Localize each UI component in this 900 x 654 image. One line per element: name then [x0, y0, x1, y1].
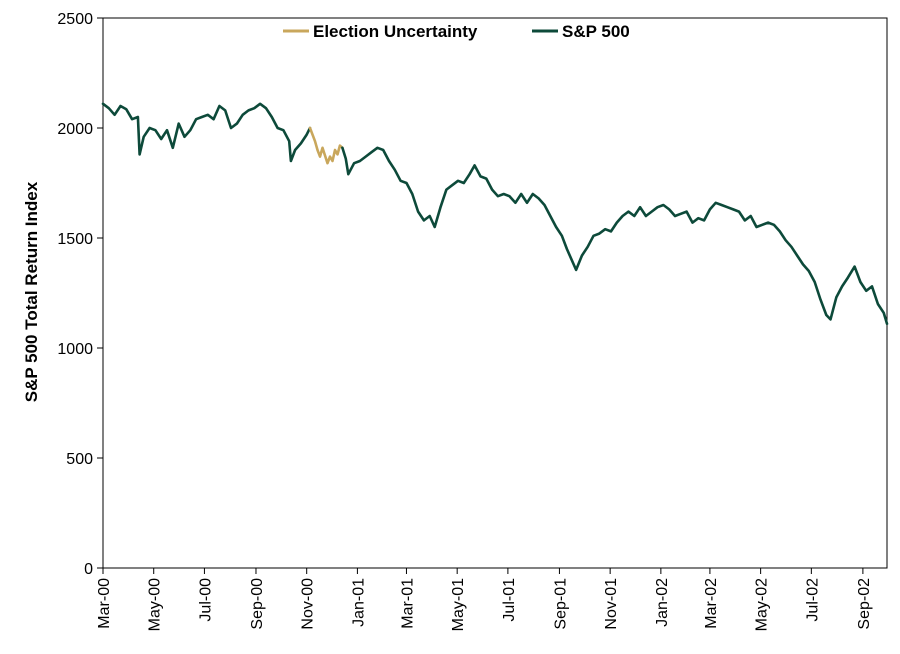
x-tick-label: Sep-00	[249, 578, 266, 630]
x-tick-label: Sep-01	[552, 578, 569, 630]
x-tick-label: Mar-02	[703, 578, 720, 629]
x-tick-label: Nov-00	[300, 578, 317, 630]
series-line-s-p-500-2	[341, 146, 889, 326]
legend-label: Election Uncertainty	[313, 22, 478, 41]
series-lines	[101, 102, 889, 326]
y-tick-label: 0	[84, 561, 93, 578]
axes	[102, 17, 888, 569]
y-ticks: 0 500 1000 1500 2000 2500	[57, 11, 103, 578]
x-ticks: Mar-00 May-00 Jul-00 Sep-00 Nov-00 Jan-01 Mar-…	[96, 568, 873, 631]
series-line-s-p-500-0	[101, 102, 312, 163]
x-tick-label: Jul-00	[197, 578, 214, 622]
x-tick-label: May-01	[450, 578, 467, 631]
y-tick-label: 1000	[57, 341, 93, 358]
legend-label: S&P 500	[562, 22, 630, 41]
y-tick-label: 2000	[57, 121, 93, 138]
x-tick-label: Mar-00	[96, 578, 113, 629]
x-tick-label: Jan-01	[350, 578, 367, 627]
legend: Election Uncertainty S&P 500	[283, 22, 630, 41]
x-tick-label: Mar-01	[399, 578, 416, 629]
x-tick-label: May-00	[147, 578, 164, 631]
y-axis-title: S&P 500 Total Return Index	[22, 181, 41, 402]
x-tick-label: Jul-02	[804, 578, 821, 622]
x-tick-label: Jul-01	[501, 578, 518, 622]
x-tick-label: Sep-02	[856, 578, 873, 630]
x-tick-label: Nov-01	[603, 578, 620, 630]
x-tick-label: May-02	[754, 578, 771, 631]
series-line-election-uncertainty-1	[308, 126, 344, 165]
y-tick-label: 1500	[57, 231, 93, 248]
y-tick-label: 2500	[57, 11, 93, 28]
y-tick-label: 500	[66, 451, 93, 468]
plot-frame	[102, 17, 888, 569]
x-tick-label: Jan-02	[654, 578, 671, 627]
